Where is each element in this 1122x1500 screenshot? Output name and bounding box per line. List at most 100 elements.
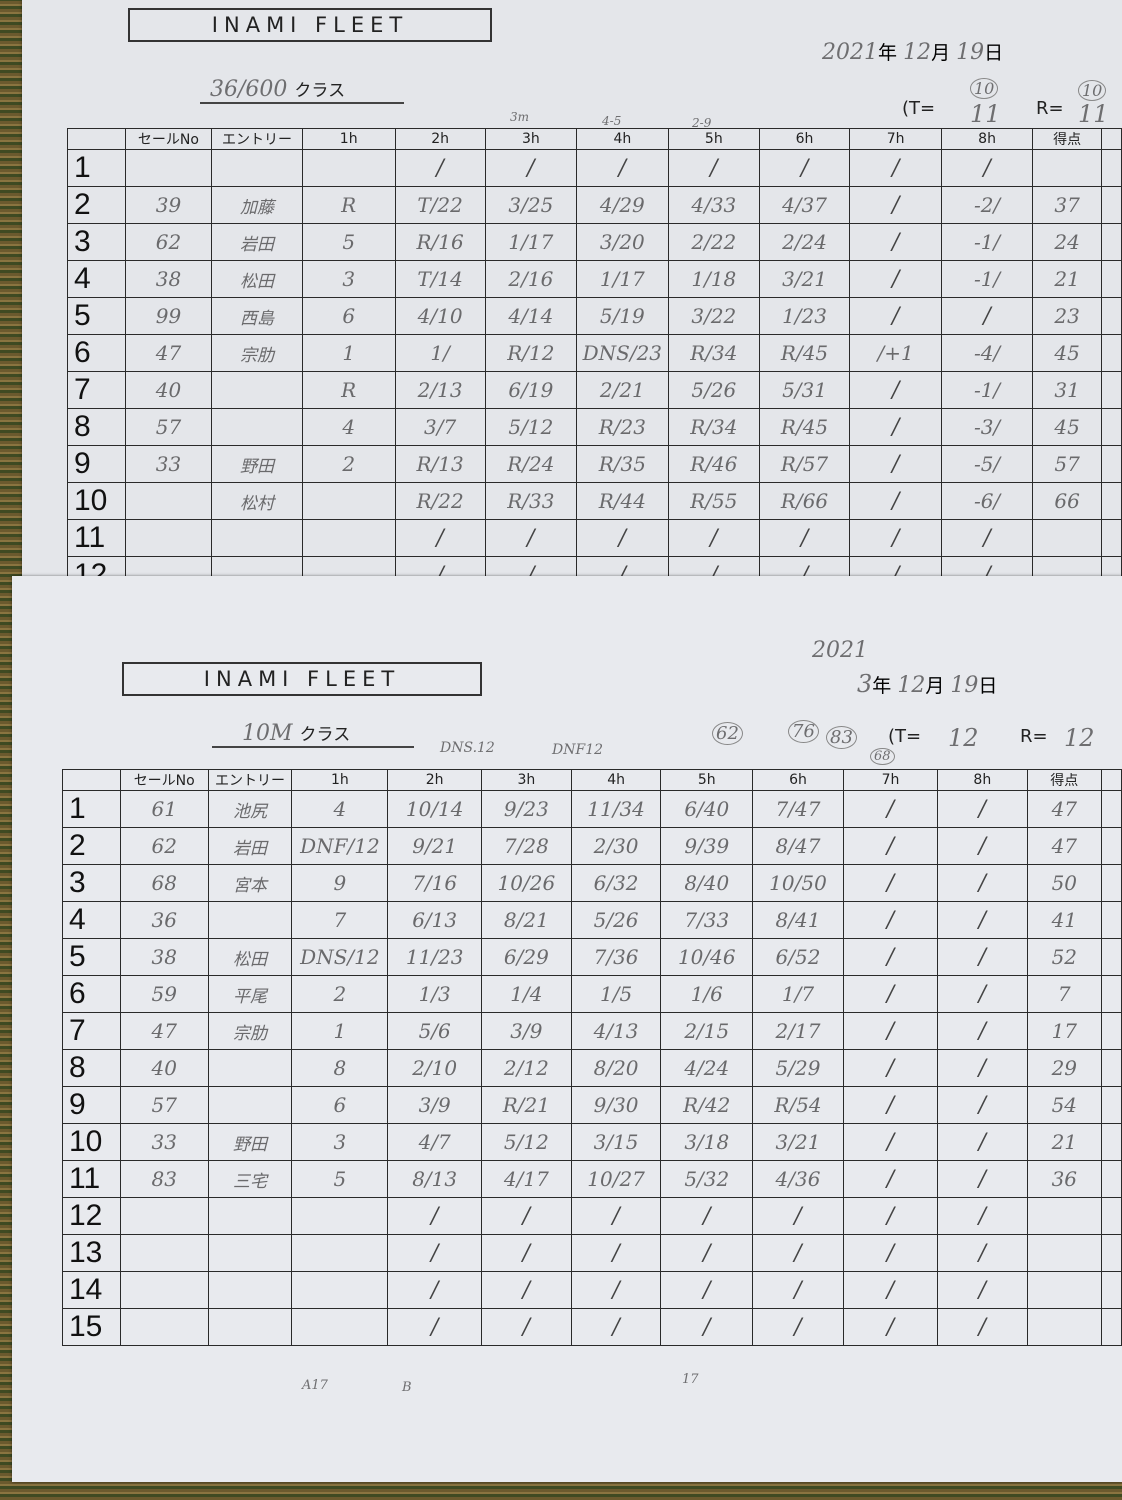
score-cell: 21 [1031, 260, 1103, 298]
table-row: 2 39 加藤 R T/22 3/25 4/29 4/33 4/37/-2/37 [67, 186, 1122, 224]
race-result-cell: 1/18 [667, 260, 760, 298]
score-cell: 41 [1026, 901, 1103, 939]
race-result-cell: / [937, 938, 1028, 976]
race-result-cell: 7/36 [570, 938, 662, 976]
race-result-cell: / [667, 149, 760, 187]
race-result-cell: R/45 [758, 334, 851, 372]
table-row: 14// / / / / / [62, 1271, 1122, 1309]
date-field: 3年 12月 19日 [857, 670, 997, 698]
race-result-cell: / [660, 1271, 754, 1309]
sail-number-cell: 38 [124, 260, 213, 298]
table-row: 1 61 池尻 4 10/14 9/23 11/34 6/40 7/47//47 [62, 790, 1122, 828]
score-cell [1026, 1271, 1103, 1309]
footer-note: B [402, 1380, 412, 1395]
sail-number-cell: 36 [119, 901, 209, 939]
empty-cell [1101, 1160, 1122, 1198]
column-header: 6h [758, 128, 851, 150]
score-cell: 57 [1031, 445, 1103, 483]
race-result-cell: 6/52 [752, 938, 844, 976]
entry-cell: 平尾 [207, 975, 293, 1013]
class-field: 36/600 クラス [200, 76, 404, 104]
year-label: 年 [878, 42, 898, 64]
race-result-cell: 1 [291, 1012, 389, 1050]
entry-cell: 宮本 [207, 864, 293, 902]
race-result-cell: 10/50 [752, 864, 844, 902]
race-result-cell: DNS/23 [575, 334, 669, 372]
table-row: 5 99 西島 6 4/10 4/14 5/19 3/22 1/23//23 [67, 297, 1122, 335]
race-result-cell: 3/9 [481, 1012, 572, 1050]
table-row: 10 松村 R/22 R/33 R/44 R/55 R/66/-6/66 [67, 482, 1122, 520]
race-result-cell: 3/15 [570, 1123, 662, 1161]
race-result-cell: 8/40 [660, 864, 754, 902]
empty-cell [1101, 827, 1122, 865]
race-result-cell: 2/17 [752, 1012, 844, 1050]
day-label: 日 [978, 675, 998, 697]
sail-number-cell [119, 1234, 209, 1272]
row-number: 3 [67, 223, 126, 261]
row-number: 6 [67, 334, 126, 372]
score-cell [1026, 1234, 1103, 1272]
race-result-cell: 4 [301, 408, 396, 446]
race-result-cell [301, 149, 396, 187]
sail-number-cell: 99 [124, 297, 213, 335]
race-result-cell: 4 [291, 790, 389, 828]
race-result-cell: R/13 [394, 445, 486, 483]
entry-cell: 松田 [207, 938, 293, 976]
race-result-cell: / [937, 1123, 1028, 1161]
sail-number-cell: 33 [119, 1123, 209, 1161]
race-result-cell: / [937, 1160, 1028, 1198]
race-result-cell: / [575, 149, 669, 187]
race-result-cell: 4/10 [394, 297, 486, 335]
score-cell: 52 [1026, 938, 1103, 976]
empty-cell [1101, 864, 1122, 902]
race-result-cell: 7/16 [387, 864, 482, 902]
entry-cell [211, 371, 303, 409]
sail-number-cell [119, 1271, 209, 1309]
race-result-cell: / [937, 901, 1028, 939]
r-value: 12 [1064, 724, 1095, 752]
race-result-cell: 1/6 [660, 975, 754, 1013]
race-result-cell: 2/10 [387, 1049, 482, 1087]
entry-cell: 野田 [207, 1123, 293, 1161]
entry-cell: 野田 [211, 445, 303, 483]
sail-number-cell [124, 482, 213, 520]
race-result-cell: 6 [301, 297, 396, 335]
row-number: 6 [62, 975, 121, 1013]
race-result-cell: / [387, 1197, 482, 1235]
score-cell: 66 [1031, 482, 1103, 520]
row-number: 14 [62, 1271, 121, 1309]
race-result-cell: 5/6 [387, 1012, 482, 1050]
race-result-cell: / [842, 1197, 939, 1235]
empty-cell [1101, 1271, 1122, 1309]
class-value: 36/600 [210, 77, 288, 102]
table-row: 7 40 R 2/13 6/19 2/21 5/26 5/31/-1/31 [67, 371, 1122, 409]
score-cell: 47 [1026, 827, 1103, 865]
race-result-cell: R/45 [758, 408, 851, 446]
race-result-cell: / [849, 186, 943, 224]
column-header: 8h [941, 128, 1033, 150]
note: DNF12 [552, 742, 604, 758]
race-result-cell: / [842, 1271, 939, 1309]
race-result-cell: 1/ [394, 334, 486, 372]
sail-number-cell: 62 [124, 223, 213, 261]
race-result-cell: R/16 [394, 223, 486, 261]
table-row: 8 40 8 2/10 2/12 8/20 4/24 5/29//29 [62, 1049, 1122, 1087]
race-result-cell: 4/14 [484, 297, 577, 335]
column-header: 得点 [1031, 128, 1103, 150]
race-result-cell: 2/21 [575, 371, 669, 409]
score-cell [1026, 1308, 1103, 1346]
race-result-cell: / [842, 864, 939, 902]
score-sheet-top: INAMI FLEET 36/600 クラス 2021年 12月 19日 (T=… [22, 0, 1122, 594]
race-result-cell: / [941, 149, 1033, 187]
race-result-cell: / [937, 1086, 1028, 1124]
empty-cell [1101, 1012, 1122, 1050]
race-result-cell: / [849, 149, 943, 187]
race-result-cell: 6/19 [484, 371, 577, 409]
entry-cell [211, 149, 303, 187]
race-result-cell: / [481, 1308, 572, 1346]
score-cell: 45 [1031, 334, 1103, 372]
race-result-cell: R/21 [481, 1086, 572, 1124]
race-result-cell [291, 1271, 389, 1309]
table-row: 15// / / / / / [62, 1308, 1122, 1346]
race-result-cell: 4/29 [575, 186, 669, 224]
